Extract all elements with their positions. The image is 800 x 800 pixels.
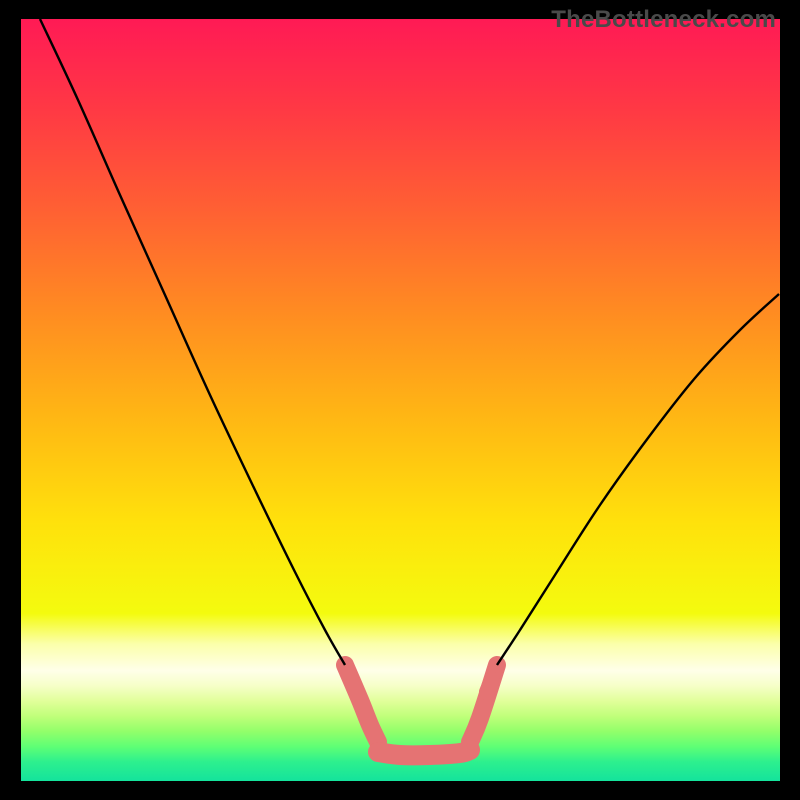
right-curve-cap-dot: [487, 680, 492, 692]
watermark-text: TheBottleneck.com: [551, 6, 776, 34]
right-curve: [497, 294, 779, 665]
left-curve: [40, 19, 345, 665]
left-curve-cap: [345, 665, 378, 742]
bottom-bar: [378, 750, 470, 755]
curve-layer: [0, 0, 800, 800]
chart-frame: TheBottleneck.com: [0, 0, 800, 800]
